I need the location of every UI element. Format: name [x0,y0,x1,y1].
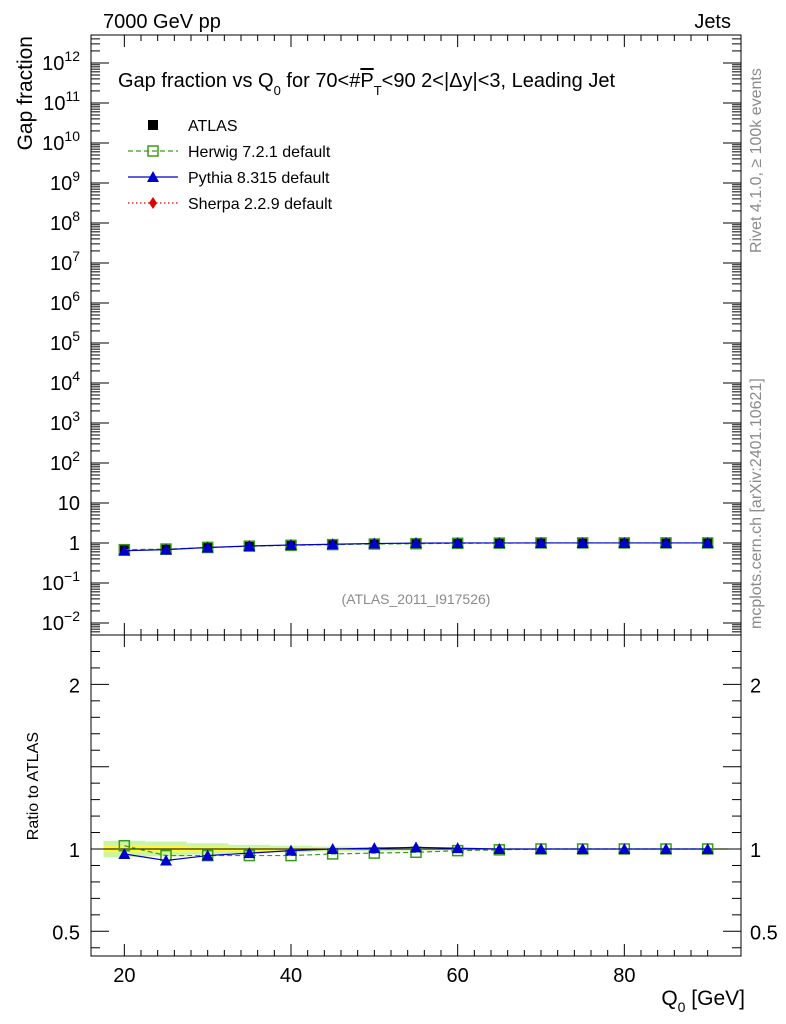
pythia-ratio-point [618,843,631,854]
atlas-legend-marker [148,120,158,130]
x-tick-labels: 20 40 60 80 [113,965,635,987]
pythia-ratio-point [535,843,547,854]
pythia-ratio-point [243,847,256,859]
pythia-ratio-point [201,849,214,861]
pythia-main-point [285,538,297,550]
ratio-tick-label-right: 1 [750,840,761,862]
y-axis-label: Gap fraction [14,36,37,150]
y-tick-label: 102 [50,448,80,475]
pythia-main-point [326,538,339,550]
ratio-tick-label-right: 0.5 [750,922,778,944]
pythia-ratio-point [701,843,714,854]
y-tick-label: 104 [50,368,80,395]
pythia-main-point [576,536,589,548]
ratio-y-axis-label: Ratio to ATLAS [25,732,42,840]
axis-ticks [91,34,741,956]
y-tick-label: 109 [50,168,80,195]
pythia-ratio-point [451,842,464,854]
pythia-ratio-point [118,847,131,859]
pythia-legend-marker [147,171,159,182]
pythia-main-point [451,536,464,548]
atlas-legend-label: ATLAS [188,118,238,135]
herwig-legend-marker [147,145,159,157]
pythia-ratio-point [493,843,506,854]
pythia-main-point [618,536,631,548]
x-tick-label: 20 [113,965,135,987]
y-tick-label: 10 [58,493,80,515]
header-right: Jets [694,11,731,33]
pythia-main-point [660,536,672,548]
rivet-label: Rivet 4.1.0, ≥ 100k events [748,68,765,253]
pythia-main-point [410,537,422,549]
ratio-plot-frame [90,634,742,957]
pythia-main-point [201,541,214,553]
pythia-ratio-point [410,841,422,853]
y-tick-label: 107 [50,248,80,275]
pythia-main-point [493,536,506,548]
legend: ATLAS Herwig 7.2.1 default Pythia 8.315 de… [128,118,333,213]
sherpa-legend-marker [149,197,157,209]
pythia-main-point [701,536,714,548]
y-tick-label: 10−2 [42,608,80,635]
ratio-tick-label-left: 1 [69,840,80,862]
header-left: 7000 GeV pp [103,11,221,33]
pythia-ratio-point [576,843,589,854]
y-tick-label: 1011 [43,88,80,115]
series-layer [118,536,714,866]
pythia-main-point [535,536,547,548]
pythia-ratio-point [660,843,672,854]
pythia-main-point [243,539,256,551]
y-tick-label: 10−1 [42,568,80,595]
ratio-tick-label-right: 2 [750,675,761,697]
x-tick-label: 60 [447,965,469,987]
herwig-legend-label: Herwig 7.2.1 default [188,144,331,161]
pythia-main-point [118,544,131,556]
sherpa-legend-label: Sherpa 2.2.9 default [188,196,333,213]
pythia-ratio-point [368,842,381,854]
y-tick-label: 103 [50,408,80,435]
y-tick-label: 1010 [42,128,80,155]
x-tick-label: 80 [613,965,635,987]
analysis-tag: (ATLAS_2011_I917526) [342,591,491,607]
ratio-tick-label-left: 2 [69,675,80,697]
chart-title: Gap fraction vs Q0 for 70<#PT<90 2<|Δy|<… [118,70,615,98]
y-tick-label: 106 [50,288,80,315]
pythia-ratio-point [160,854,172,866]
pythia-ratio-point [285,844,297,856]
ratio-tick-label-left: 0.5 [52,922,80,944]
y-tick-label: 108 [50,208,80,235]
y-tick-label: 1 [69,533,80,555]
pythia-main-point [160,543,172,555]
pythia-main-point [368,537,381,549]
pythia-legend-label: Pythia 8.315 default [188,170,330,187]
pythia-ratio-point [326,843,339,854]
x-axis-label: Q0 [GeV] [661,987,745,1015]
y-tick-label: 1012 [42,48,80,75]
y-tick-labels: 10−210−111010210310410510610710810910101… [42,48,778,944]
x-tick-label: 40 [280,965,302,987]
mcplots-label: mcplots.cern.ch [arXiv:2401.10621] [748,378,765,629]
y-tick-label: 105 [50,328,80,355]
